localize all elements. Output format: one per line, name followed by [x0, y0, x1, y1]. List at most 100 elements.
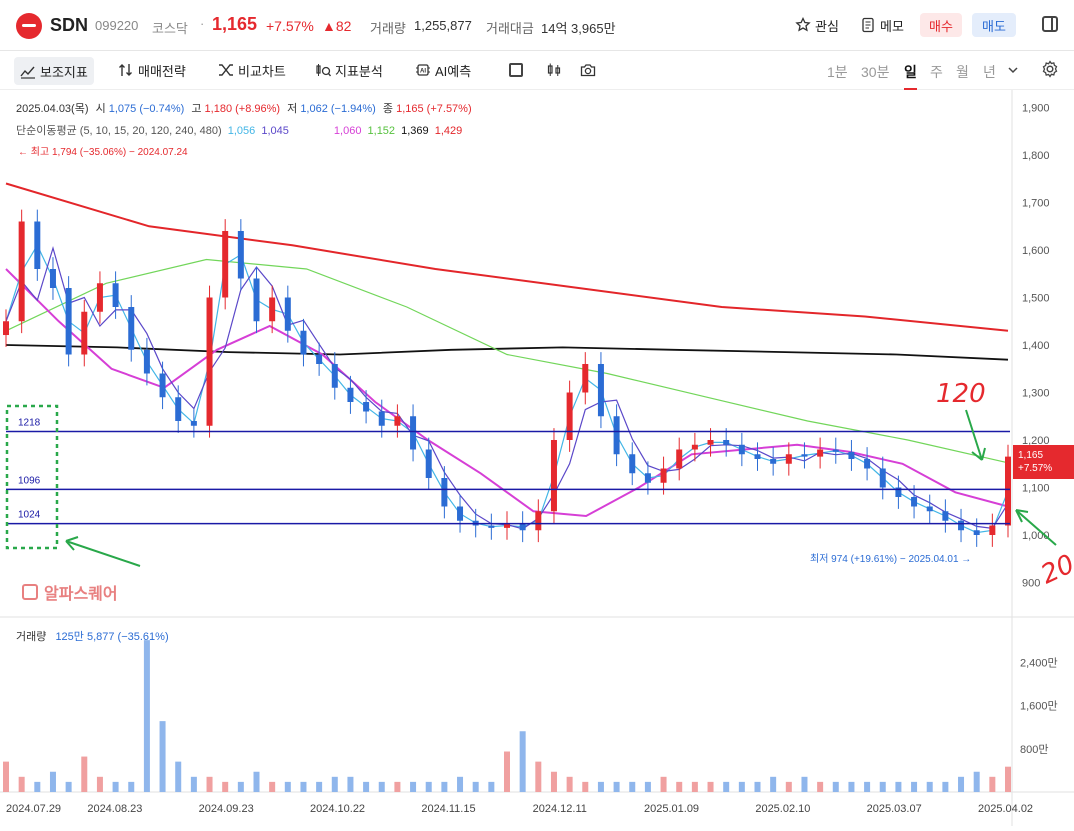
watch-button[interactable]: 관심: [795, 13, 839, 37]
chart-area[interactable]: 1,900 1,800 1,700 1,600 1,500 1,400 1,300 1,200…: [0, 90, 1074, 826]
date-tick-label: 2024.10.22: [310, 803, 365, 815]
candle-body: [832, 449, 839, 452]
analysis-button[interactable]: 지표분석: [315, 60, 383, 80]
candle-body: [817, 449, 824, 457]
volume-bar: [300, 781, 307, 792]
candle-body: [519, 523, 526, 531]
price-chart[interactable]: 1,900 1,800 1,700 1,600 1,500 1,400 1,300 1,200…: [0, 90, 1074, 826]
analysis-label: 지표분석: [335, 63, 383, 79]
volume-bar: [519, 731, 526, 792]
legend-date: 2025.04.03(목): [16, 103, 89, 115]
volume-bar: [347, 776, 354, 792]
volume-bar: [441, 781, 448, 792]
period-low-marker: 최저 974 (+19.61%) − 2025.04.01 →: [810, 554, 972, 565]
volume-bar: [331, 776, 338, 792]
level-label: 1218: [18, 417, 41, 428]
settings-gear-icon[interactable]: [1041, 60, 1059, 78]
candle-body: [801, 454, 808, 457]
memo-label: 메모: [880, 18, 904, 34]
drawing-box-button[interactable]: [509, 60, 523, 80]
candle-body: [425, 449, 432, 478]
candle-body: [738, 444, 745, 455]
open-label: 시: [95, 103, 106, 115]
volume-bar: [159, 721, 166, 792]
period-year[interactable]: 년: [983, 64, 996, 80]
volume-bar: [143, 640, 150, 792]
memo-button[interactable]: 메모: [860, 13, 904, 37]
compare-button[interactable]: 비교차트: [218, 60, 286, 80]
indicator-button[interactable]: 보조지표: [14, 57, 94, 85]
memo-icon: [862, 17, 874, 33]
candle-body: [895, 487, 902, 497]
alphasquare-logo-icon: [22, 584, 38, 600]
candle-body: [754, 454, 761, 459]
ma10-value: 1,045: [261, 125, 289, 137]
volume-bar: [926, 781, 933, 792]
period-day[interactable]: 일: [904, 62, 917, 90]
handwritten-120: 120: [936, 379, 986, 409]
period-week[interactable]: 주: [930, 64, 943, 80]
volume-bar: [206, 776, 213, 792]
side-panel-toggle-icon[interactable]: [1042, 16, 1058, 32]
level-label: 1096: [18, 475, 41, 486]
close-label: 종: [382, 103, 394, 115]
date-tick-label: 2024.12.11: [533, 803, 587, 815]
strategy-label: 매매전략: [138, 63, 186, 79]
candle-type-button[interactable]: [546, 60, 562, 80]
volume-bar: [738, 781, 745, 792]
ma-label: 단순이동평균 (5, 10, 15, 20, 120, 240, 480): [16, 125, 222, 137]
price-tick-label: 1,100: [1022, 483, 1050, 495]
low-value: 1,062 (−1.94%): [300, 103, 376, 115]
candle-body: [613, 416, 620, 455]
volume-bar: [18, 776, 25, 792]
candle-body: [206, 297, 213, 426]
compare-label: 비교차트: [238, 63, 286, 79]
square-icon: [509, 63, 523, 77]
chevron-down-icon[interactable]: [1007, 64, 1019, 76]
volume-bar: [472, 781, 479, 792]
buy-button[interactable]: 매수: [920, 13, 962, 37]
volume-bar: [723, 781, 730, 792]
volume-label: 거래량: [370, 21, 406, 36]
chart-toolbar: 보조지표 매매전략 비교차트 지표분석 AI AI예측 1분 30분 일 주 월…: [0, 51, 1074, 90]
screenshot-button[interactable]: [580, 60, 596, 80]
watermark: 알파스퀘어: [22, 580, 118, 604]
market-name: 코스닥: [152, 21, 188, 36]
candle-body: [644, 473, 651, 483]
candle-body: [1005, 456, 1011, 526]
date-tick-label: 2024.11.15: [421, 803, 475, 815]
volume-bar: [582, 781, 589, 792]
volume-tick-label: 1,600만: [1020, 700, 1058, 713]
ai-predict-label: AI예측: [435, 63, 472, 79]
volume-bar: [958, 776, 965, 792]
candle-body: [488, 525, 495, 528]
candle-body: [128, 307, 135, 350]
period-1min[interactable]: 1분: [827, 64, 848, 80]
star-icon: [795, 17, 811, 32]
badge-price: 1,165: [1018, 450, 1044, 461]
sell-button[interactable]: 매도: [972, 13, 1016, 37]
volume-bar: [128, 781, 135, 792]
volume-bar: [770, 776, 777, 792]
candle-body: [864, 459, 871, 469]
strategy-button[interactable]: 매매전략: [118, 60, 186, 80]
candle-body: [394, 416, 401, 426]
watch-label: 관심: [815, 18, 839, 34]
amount-value: 14억 3,965만: [541, 21, 616, 36]
candle-body: [269, 297, 276, 322]
candle-body: [504, 523, 510, 528]
volume-bar: [817, 781, 824, 792]
period-month[interactable]: 월: [956, 64, 969, 80]
candle-body: [284, 297, 291, 331]
period-30min[interactable]: 30분: [861, 64, 890, 80]
ai-predict-button[interactable]: AI AI예측: [415, 60, 471, 80]
candle-body: [81, 311, 88, 355]
volume-bar: [597, 781, 604, 792]
candle-body: [331, 364, 338, 388]
stock-code: 099220: [95, 18, 139, 33]
volume-bar: [989, 776, 996, 792]
volume-bar: [879, 781, 886, 792]
candle-body: [676, 449, 683, 469]
ma480-value: 1,429: [434, 125, 463, 137]
candle-body: [958, 520, 965, 531]
